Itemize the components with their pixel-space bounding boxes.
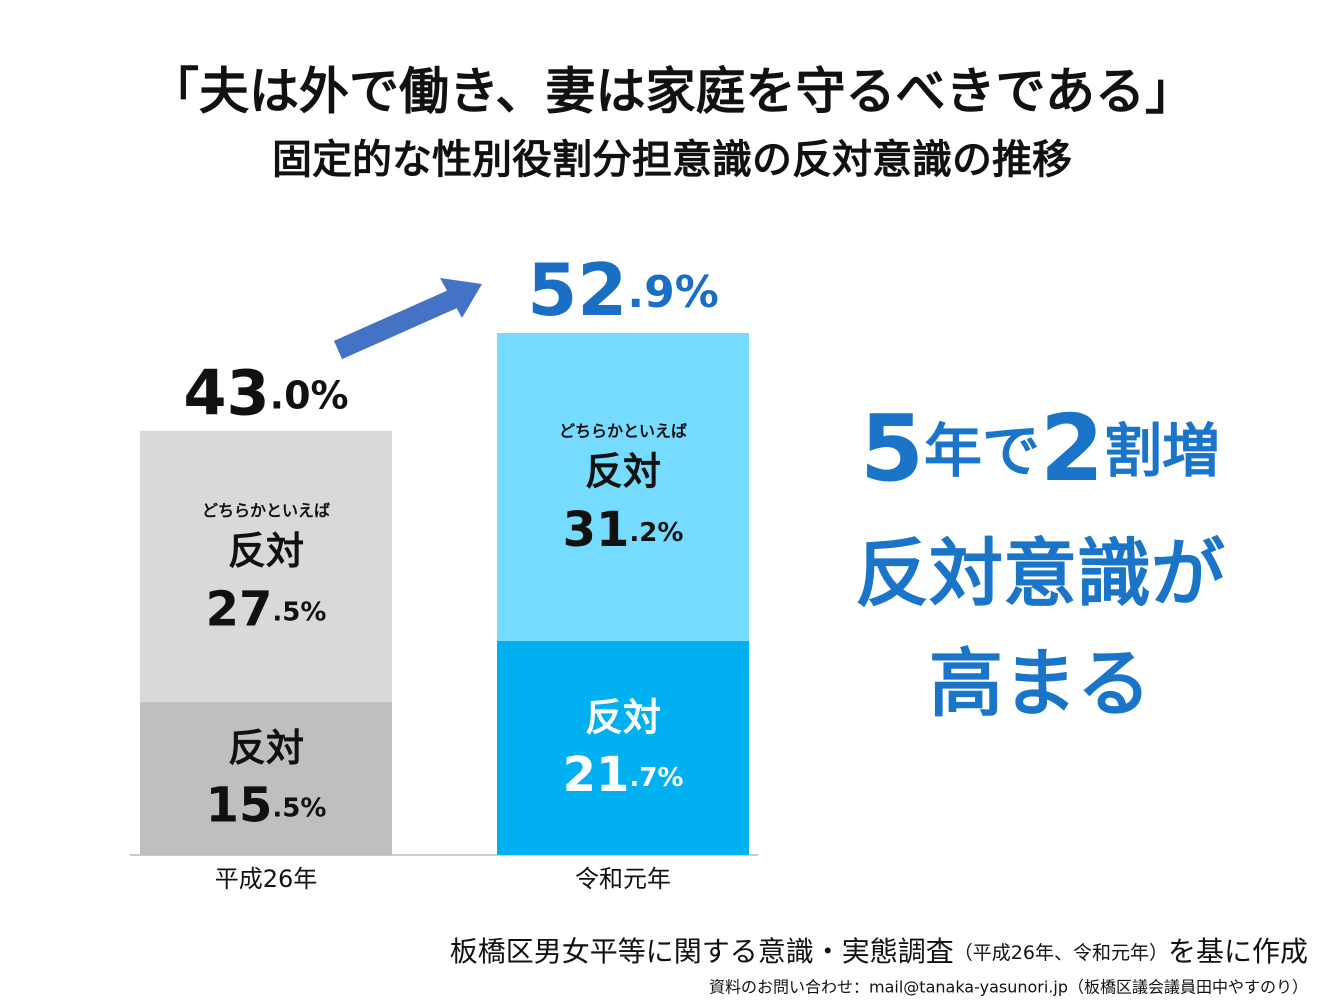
source-text: 板橋区男女平等に関する意識・実態調査 — [450, 935, 954, 968]
annotation-line: 反対意識が — [855, 531, 1225, 617]
bar-segment — [497, 333, 749, 641]
source-text: を基に作成 — [1168, 935, 1308, 968]
segment-name: 反対 — [585, 695, 661, 739]
contact: 資料のお問い合わせ：mail@tanaka-yasunori.jp（板橋区議会議… — [709, 978, 1308, 997]
value-label: 27.5% — [206, 581, 327, 637]
bar-segment — [497, 640, 749, 855]
annotation-text: 2 — [1040, 395, 1104, 502]
segment-name: 反対 — [228, 726, 304, 770]
total-label: 43.0% — [183, 357, 348, 430]
source-years: （平成26年、令和元年） — [954, 942, 1168, 964]
bar-segment — [140, 702, 392, 855]
x-tick-label: 平成26年 — [215, 865, 318, 893]
x-tick-label: 令和元年 — [575, 865, 671, 893]
value-label: 31.2% — [563, 502, 684, 558]
title: 「夫は外で働き、妻は家庭を守るべきである」 — [149, 63, 1195, 121]
annotation-text: 高まる — [929, 641, 1151, 727]
annotation-text: 割増 — [1104, 417, 1220, 485]
annotation-line: 5年で2割増 — [860, 395, 1220, 502]
total-label: 52.9% — [527, 248, 719, 332]
annotation-text: 5 — [860, 395, 924, 502]
bar-segment — [140, 430, 392, 703]
subtitle: 固定的な性別役割分担意識の反対意識の推移 — [272, 137, 1072, 183]
value-label: 21.7% — [563, 747, 684, 803]
value-label: 15.5% — [206, 778, 327, 834]
arrow — [333, 278, 482, 360]
segment-qualifier: どちらかといえば — [559, 421, 687, 440]
annotation-text: 年で — [924, 417, 1040, 485]
source: 板橋区男女平等に関する意識・実態調査（平成26年、令和元年）を基に作成 — [450, 935, 1308, 968]
segment-name: 反対 — [585, 449, 661, 493]
annotation-text: 反対意識が — [855, 531, 1225, 617]
segment-qualifier: どちらかといえば — [202, 501, 330, 520]
annotation-line: 高まる — [929, 641, 1151, 727]
segment-name: 反対 — [228, 529, 304, 573]
